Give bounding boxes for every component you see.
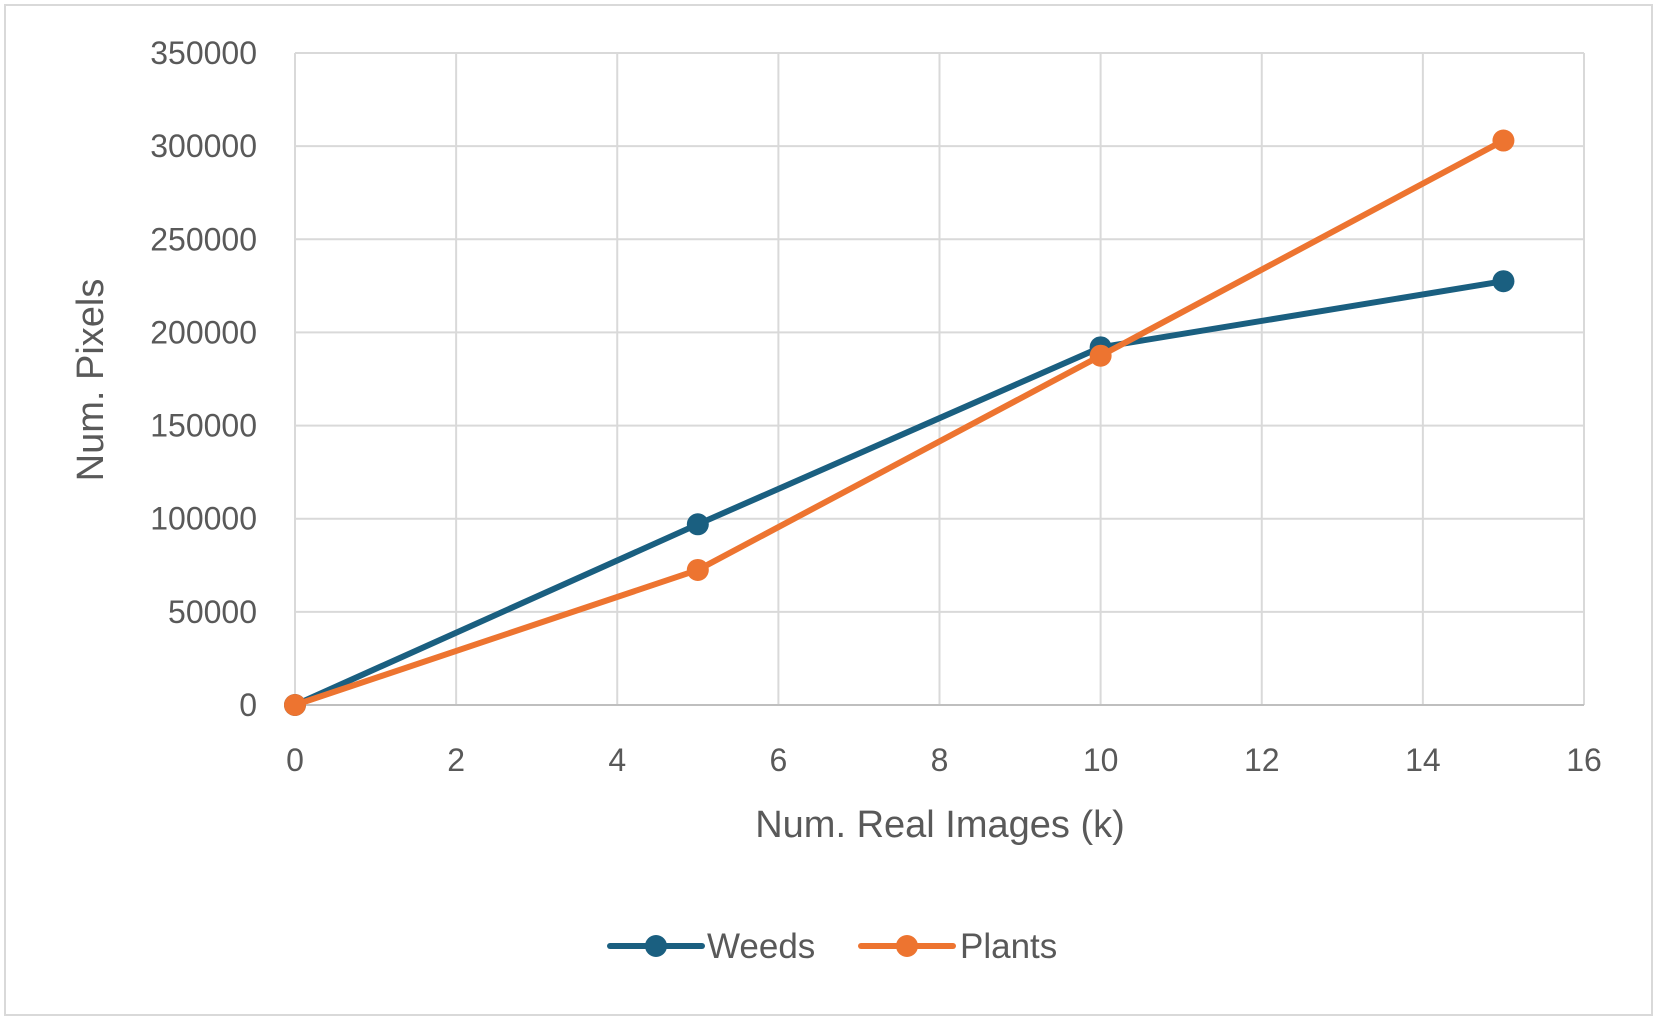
legend-marker	[645, 935, 667, 957]
legend-label: Plants	[960, 927, 1057, 966]
x-axis-title: Num. Real Images (k)	[755, 804, 1125, 846]
x-tick-label: 6	[769, 742, 787, 778]
x-tick-label: 12	[1244, 742, 1280, 778]
legend-item-weeds: Weeds	[607, 927, 815, 966]
data-point	[1089, 344, 1112, 367]
x-axis-ticks: 0 2 4 6 8 10 12 14 16	[286, 742, 1602, 778]
y-tick-label: 100000	[150, 501, 257, 537]
data-point	[1492, 270, 1515, 293]
gridlines	[294, 52, 1585, 706]
data-point	[1492, 129, 1515, 152]
x-tick-label: 2	[447, 742, 465, 778]
legend-marker	[896, 935, 918, 957]
chart-frame	[4, 4, 1653, 1016]
legend-label: Weeds	[707, 927, 815, 966]
y-axis-title: Num. Pixels	[70, 279, 112, 482]
data-point	[686, 513, 709, 536]
data-point	[686, 558, 709, 581]
x-tick-label: 4	[608, 742, 626, 778]
legend-item-plants: Plants	[858, 927, 1057, 966]
series-line	[292, 278, 1507, 708]
series-line	[292, 137, 1507, 708]
x-tick-label: 8	[931, 742, 949, 778]
y-tick-label: 150000	[150, 408, 257, 444]
y-tick-label: 250000	[150, 221, 257, 257]
y-tick-label: 0	[239, 687, 257, 723]
x-tick-label: 10	[1083, 742, 1119, 778]
x-tick-label: 14	[1405, 742, 1441, 778]
legend: Weeds Plants	[607, 927, 1057, 966]
x-tick-label: 0	[286, 742, 304, 778]
series-plants	[284, 129, 1515, 716]
y-tick-label: 300000	[150, 128, 257, 164]
series-layer	[284, 129, 1515, 716]
x-tick-label: 16	[1566, 742, 1602, 778]
y-tick-label: 200000	[150, 314, 257, 350]
y-tick-label: 50000	[168, 594, 257, 630]
y-axis-ticks: 0 50000 100000 150000 200000 250000 300000 3500…	[150, 35, 257, 723]
y-tick-label: 350000	[150, 35, 257, 71]
data-point	[284, 694, 306, 716]
